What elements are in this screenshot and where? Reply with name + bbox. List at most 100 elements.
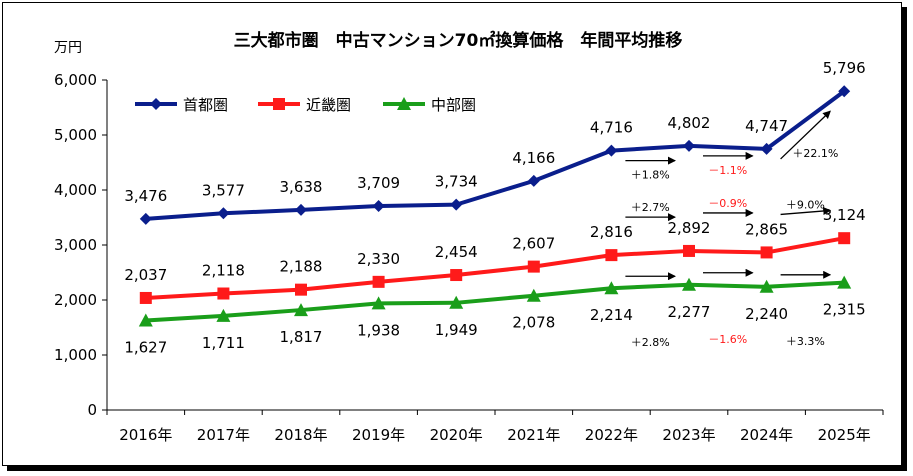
change-label: ＋1.8% (631, 169, 670, 182)
data-point (604, 281, 619, 295)
change-label: ＋9.0% (786, 198, 825, 211)
x-tick-label: 2019年 (352, 426, 405, 444)
data-label: 2,118 (202, 262, 245, 280)
change-arrow (780, 207, 832, 216)
data-label: 2,330 (357, 250, 400, 268)
data-label: 2,865 (745, 220, 788, 238)
data-label: 2,892 (668, 219, 711, 237)
x-tick-label: 2025年 (818, 426, 871, 444)
x-tick-label: 2024年 (740, 426, 793, 444)
data-point (838, 85, 851, 98)
data-point (760, 246, 773, 259)
x-tick-label: 2016年 (119, 426, 172, 444)
data-label: 4,802 (668, 114, 711, 132)
change-annotation: ＋1.8% (625, 156, 676, 182)
y-tick-label: 0 (87, 401, 97, 419)
data-label: 3,734 (435, 173, 478, 191)
x-tick-label: 2020年 (430, 426, 483, 444)
data-label: 1,817 (280, 328, 323, 346)
data-point (683, 244, 695, 257)
x-tick-label: 2017年 (197, 426, 250, 444)
legend: 首都圏 近畿圏 中部圏 (135, 96, 476, 114)
change-annotation: －1.1% (703, 151, 754, 177)
data-label: 4,166 (512, 149, 555, 167)
legend-label: 首都圏 (183, 96, 228, 114)
change-annotation: ＋3.3% (780, 270, 832, 348)
data-label: 4,747 (745, 117, 788, 135)
change-label: ＋3.3% (786, 335, 825, 348)
data-point (371, 296, 386, 310)
y-tick-label: 2,000 (54, 291, 97, 309)
change-arrow (780, 110, 831, 160)
data-point (217, 207, 230, 220)
y-axis-unit-label: 万円 (54, 40, 82, 56)
x-tick-label: 2018年 (274, 426, 327, 444)
y-tick-label: 3,000 (54, 236, 97, 254)
data-point (372, 275, 385, 288)
legend-marker (273, 98, 285, 110)
data-point (216, 308, 231, 322)
data-point (759, 279, 774, 293)
data-point (838, 232, 851, 245)
data-point (449, 295, 464, 309)
data-point (605, 249, 618, 262)
data-point (605, 144, 618, 157)
data-label: 2,214 (590, 306, 633, 324)
change-annotation: ＋22.1% (780, 110, 838, 160)
x-tick-label: 2022年 (585, 426, 638, 444)
axes: 0 1,000 2,000 3,000 4,000 5,000 6,000 2016年 2017… (54, 71, 884, 444)
change-annotation: ＋9.0% (780, 198, 832, 216)
data-point (450, 269, 463, 282)
data-label: 2,315 (823, 301, 866, 319)
data-label: 4,716 (590, 119, 633, 137)
series-line (145, 89, 846, 221)
data-point (295, 283, 307, 296)
change-annotations: ＋1.8% －1.1% ＋22.1% ＋2.7% －0.9% ＋9.0% ＋2.8% －1.6… (625, 110, 838, 349)
data-point (217, 287, 230, 300)
data-label: 2,037 (124, 266, 167, 284)
data-point (294, 303, 308, 317)
data-label: 5,796 (823, 59, 866, 77)
data-label: 2,607 (512, 235, 555, 253)
data-point (139, 212, 152, 225)
data-point (139, 291, 152, 304)
legend-item-3: 中部圏 (383, 96, 476, 114)
change-annotation: －0.9% (703, 197, 754, 217)
change-label: －0.9% (708, 197, 747, 210)
legend-item-2: 近畿圏 (258, 96, 351, 114)
x-tick-label: 2021年 (507, 426, 560, 444)
change-label: ＋22.1% (792, 147, 838, 160)
change-label: －1.1% (708, 164, 747, 177)
data-label: 1,949 (435, 321, 478, 339)
data-label: 2,816 (590, 223, 633, 241)
y-tick-label: 6,000 (54, 71, 97, 89)
legend-item-1: 首都圏 (135, 96, 228, 114)
data-label: 2,277 (668, 303, 711, 321)
data-point (527, 260, 540, 273)
change-annotation: ＋2.8% (625, 272, 676, 349)
series-1 (139, 85, 851, 225)
change-annotation: ＋2.7% (625, 201, 676, 222)
series-2 (139, 232, 851, 304)
change-annotation: －1.6% (703, 268, 754, 346)
series-layer (138, 85, 852, 327)
data-point (837, 275, 852, 289)
data-point (527, 174, 540, 187)
change-label: ＋2.7% (631, 201, 670, 214)
data-label: 3,709 (357, 174, 400, 192)
x-tick-label: 2023年 (662, 426, 715, 444)
legend-marker (397, 97, 411, 110)
data-label: 3,476 (124, 187, 167, 205)
y-tick-label: 1,000 (54, 346, 97, 364)
data-point (295, 203, 307, 216)
data-point (760, 142, 773, 155)
data-label: 2,454 (435, 243, 478, 261)
change-label: －1.6% (708, 333, 747, 346)
data-point (450, 198, 463, 211)
data-label: 3,124 (823, 206, 866, 224)
data-point (683, 139, 695, 152)
series-line (145, 236, 845, 300)
data-label: 1,711 (202, 334, 245, 352)
data-label: 2,240 (745, 305, 788, 323)
y-tick-label: 4,000 (54, 181, 97, 199)
